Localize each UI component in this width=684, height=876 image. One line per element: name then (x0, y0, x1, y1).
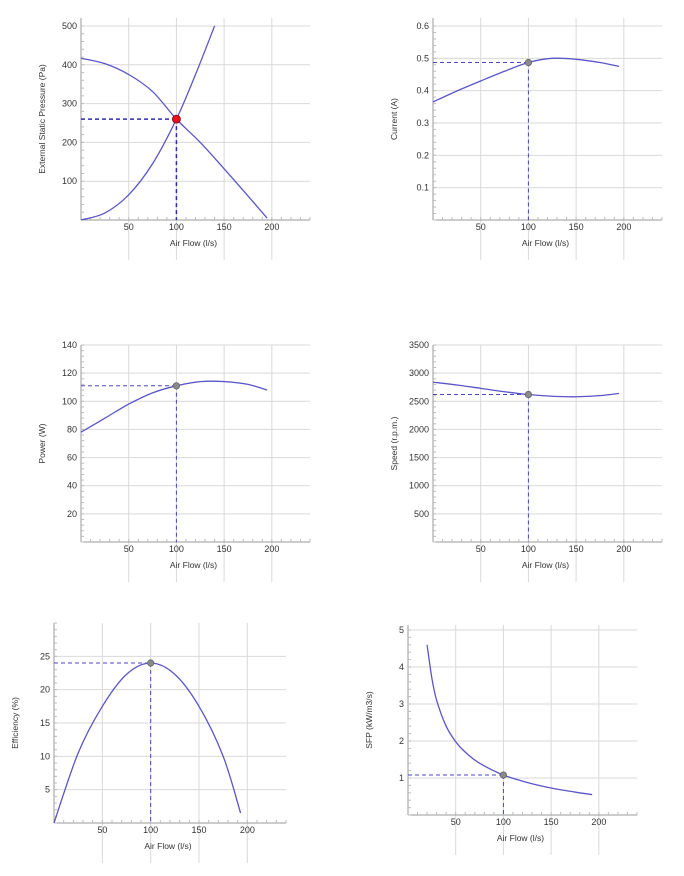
x-tick-label: 100 (169, 222, 184, 232)
y-tick-label: 0.2 (416, 150, 429, 160)
x-tick-label: 100 (496, 817, 511, 827)
y-tick-label: 3500 (409, 340, 429, 350)
y-tick-label: 140 (62, 340, 77, 350)
x-axis-title: Air Flow (l/s) (170, 560, 217, 570)
y-tick-label: 120 (62, 368, 77, 378)
y-tick-label: 5 (399, 625, 404, 635)
x-tick-label: 50 (97, 825, 107, 835)
series-line-1 (426, 644, 593, 796)
y-axis-title: SFP (kW/m3/s) (364, 691, 374, 749)
y-tick-label: 10 (40, 751, 50, 761)
y-tick-label: 500 (62, 21, 77, 31)
y-tick-label: 1000 (409, 481, 429, 491)
operating-point-marker (147, 659, 155, 667)
operating-point-marker (524, 390, 533, 399)
chart-panel-3: 20 40 60 80 100 120 140 50 100 150 200 Air Flow (l/… (37, 340, 311, 582)
y-tick-label: 2 (399, 736, 404, 746)
chart-panel-2: 0.1 0.2 0.3 0.4 0.5 0.6 50 100 150 200 Air Flow (l… (389, 18, 663, 260)
x-tick-label: 150 (217, 544, 232, 554)
y-tick-label: 15 (40, 718, 50, 728)
y-tick-label: 4 (399, 662, 404, 672)
y-axis-title: Efficiency (%) (10, 697, 20, 749)
y-axis-title: Current (A) (389, 98, 399, 140)
y-tick-label: 3000 (409, 368, 429, 378)
y-tick-label: 80 (67, 424, 77, 434)
series-line-1 (53, 662, 242, 824)
y-tick-label: 300 (62, 99, 77, 109)
y-tick-label: 25 (40, 651, 50, 661)
x-axis-title: Air Flow (l/s) (144, 841, 191, 851)
x-tick-label: 200 (616, 222, 631, 232)
series-line-2 (80, 25, 216, 221)
y-tick-label: 400 (62, 60, 77, 70)
x-tick-label: 200 (264, 544, 279, 554)
chart-panel-5: 5 10 15 20 25 50 100 150 200 Air Flow (l/s) Effici… (10, 622, 287, 863)
x-tick-label: 100 (521, 222, 536, 232)
series-line-1 (80, 57, 268, 219)
x-tick-label: 100 (521, 544, 536, 554)
y-tick-label: 5 (45, 785, 50, 795)
x-tick-label: 50 (476, 544, 486, 554)
y-tick-label: 0.4 (416, 86, 429, 96)
y-tick-label: 2500 (409, 396, 429, 406)
y-axis-title: Speed (r.p.m.) (389, 416, 399, 470)
y-tick-label: 500 (414, 509, 429, 519)
chart-panel-4: 500 1000 1500 2000 2500 3000 3500 50 100 150 200 Ai… (389, 340, 663, 582)
x-axis-title: Air Flow (l/s) (170, 238, 217, 248)
y-tick-label: 1 (399, 773, 404, 783)
x-tick-label: 50 (124, 222, 134, 232)
x-tick-label: 100 (169, 544, 184, 554)
x-tick-label: 50 (124, 544, 134, 554)
x-tick-label: 200 (616, 544, 631, 554)
chart-panel-6: 1 2 3 4 5 50 100 150 200 Air Flow (l/s) SFP (kW/m3… (364, 625, 638, 855)
y-tick-label: 2000 (409, 424, 429, 434)
x-tick-label: 200 (240, 825, 255, 835)
x-axis-title: Air Flow (l/s) (497, 833, 544, 843)
y-axis-title: External Static Pressure (Pa) (37, 64, 47, 174)
y-tick-label: 0.5 (416, 53, 429, 63)
x-tick-label: 50 (451, 817, 461, 827)
x-axis-title: Air Flow (l/s) (522, 238, 569, 248)
y-tick-label: 0.6 (416, 21, 429, 31)
y-tick-label: 100 (62, 396, 77, 406)
operating-point-marker (499, 771, 508, 779)
y-tick-label: 60 (67, 453, 77, 463)
operating-point-marker (524, 58, 533, 67)
x-tick-label: 150 (217, 222, 232, 232)
x-tick-label: 200 (264, 222, 279, 232)
x-tick-label: 150 (544, 817, 559, 827)
y-axis-title: Power (W) (37, 423, 47, 463)
y-tick-label: 100 (62, 176, 77, 186)
y-tick-label: 1500 (409, 453, 429, 463)
y-tick-label: 20 (67, 509, 77, 519)
x-tick-label: 200 (591, 817, 606, 827)
x-tick-label: 150 (569, 544, 584, 554)
x-tick-label: 100 (143, 825, 158, 835)
operating-point-marker (172, 114, 181, 124)
chart-panel-1: 100 200 300 400 500 50 100 150 200 Air Flow (l/s)… (37, 18, 311, 260)
series-line-1 (80, 380, 268, 433)
x-tick-label: 150 (569, 222, 584, 232)
y-tick-label: 20 (40, 685, 50, 695)
y-tick-label: 40 (67, 481, 77, 491)
y-tick-label: 0.3 (416, 118, 429, 128)
y-tick-label: 200 (62, 137, 77, 147)
operating-point-marker (172, 382, 181, 390)
x-axis-title: Air Flow (l/s) (522, 560, 569, 570)
x-tick-label: 150 (191, 825, 206, 835)
y-tick-label: 3 (399, 699, 404, 709)
x-tick-label: 50 (476, 222, 486, 232)
y-tick-label: 0.1 (416, 183, 429, 193)
